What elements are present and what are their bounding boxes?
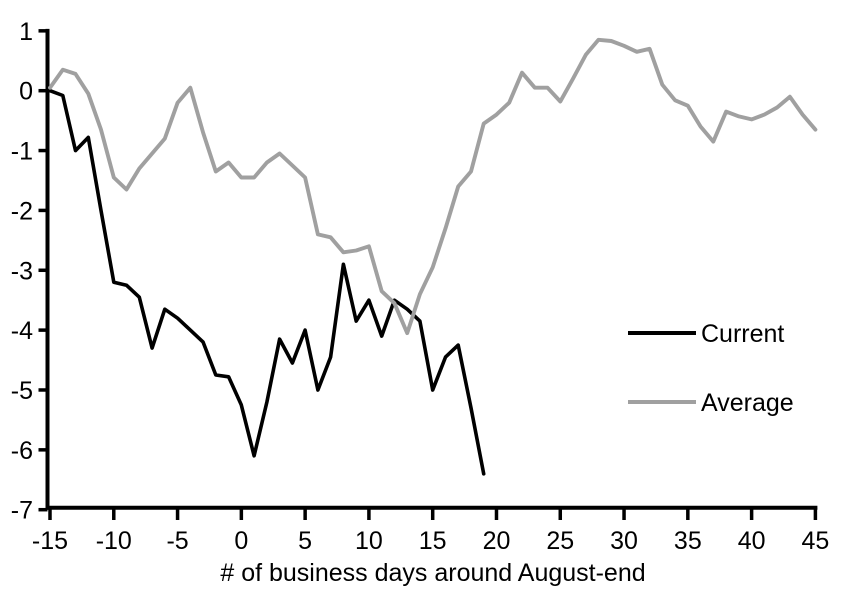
y-axis-tick-label: -4 <box>11 317 33 345</box>
legend-label-average: Average <box>701 389 794 417</box>
x-axis-tick-label: 10 <box>355 527 383 555</box>
y-axis-tick-label: -7 <box>11 497 33 525</box>
series-current-line <box>48 88 486 476</box>
x-axis-tick-label: 45 <box>801 527 829 555</box>
legend-label-current: Current <box>701 320 784 348</box>
x-axis-tick-label: 25 <box>546 527 574 555</box>
y-axis-tick-label: -5 <box>11 377 33 405</box>
x-axis-tick-label: 0 <box>234 527 248 555</box>
y-axis-tick-label: -3 <box>11 257 33 285</box>
x-axis-title: # of business days around August-end <box>220 559 645 587</box>
x-axis-tick-label: 40 <box>738 527 766 555</box>
x-axis-tick-label: 5 <box>298 527 312 555</box>
series-average-line <box>48 37 818 336</box>
y-axis-tick-label: -1 <box>11 138 33 166</box>
y-axis-tick-label: 1 <box>19 18 33 46</box>
x-axis-tick-label: -10 <box>96 527 132 555</box>
y-axis-tick-label: -2 <box>11 197 33 225</box>
x-axis-tick-label: 35 <box>674 527 702 555</box>
x-axis-tick-label: 20 <box>483 527 511 555</box>
x-axis-tick-label: -5 <box>166 527 188 555</box>
legend: Current Average <box>628 320 794 417</box>
y-axis-tick-label: 0 <box>19 78 33 106</box>
y-axis-tick-label: -6 <box>11 437 33 465</box>
x-axis-tick-label: 15 <box>419 527 447 555</box>
x-axis-tick-label: 30 <box>610 527 638 555</box>
x-axis-tick-label: -15 <box>32 527 68 555</box>
